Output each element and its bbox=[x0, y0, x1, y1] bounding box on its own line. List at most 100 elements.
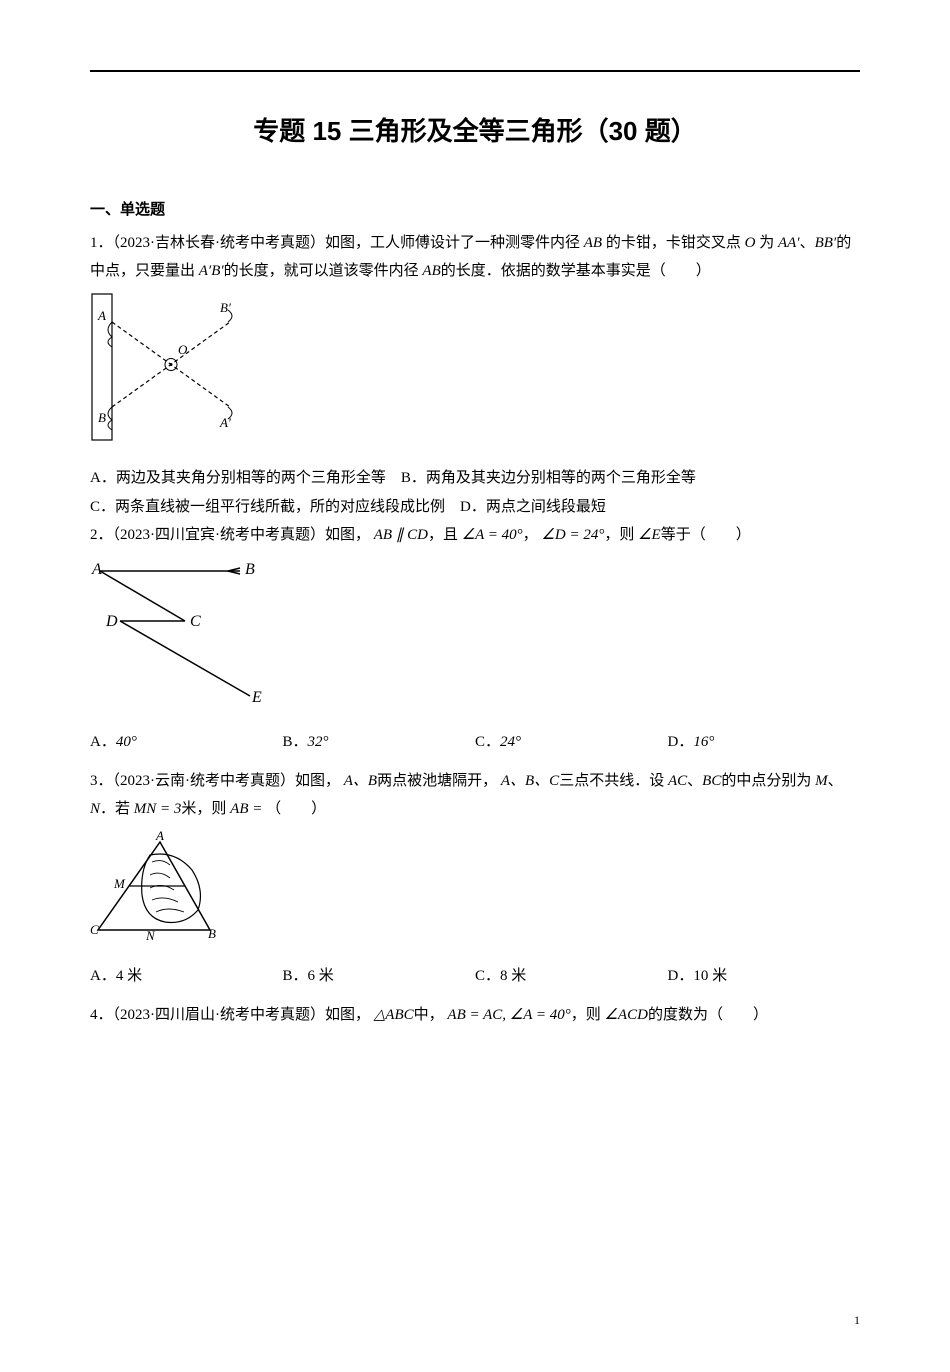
q2-label-a: A bbox=[91, 561, 102, 578]
q3-label-m: M bbox=[113, 876, 126, 891]
q2-number: 2． bbox=[90, 527, 113, 543]
q1-text-a: （2023·吉林长春·统考中考真题）如图，工人师傅设计了一种测零件内径 bbox=[113, 235, 581, 251]
q2-line-de bbox=[120, 621, 250, 696]
q3-tail: （ ） bbox=[266, 801, 326, 817]
q4-text-b: 中， bbox=[414, 1007, 444, 1023]
q1-label-a: A bbox=[97, 308, 106, 323]
q1-label-b: B bbox=[98, 410, 106, 425]
q3-optB: B．6 米 bbox=[283, 962, 476, 991]
q2-figure-svg: A B C D E bbox=[90, 556, 270, 706]
q2-optA-label: A． bbox=[90, 734, 116, 750]
q1-ab2: AB bbox=[422, 263, 440, 279]
q2-label-e: E bbox=[251, 689, 262, 706]
q3-label-b: B bbox=[208, 926, 216, 940]
q1-figure-svg: A B B′ A′ O bbox=[90, 292, 240, 442]
q3-text: 3．（2023·云南·统考中考真题）如图， A、B两点被池塘隔开， A、B、C三… bbox=[90, 767, 860, 824]
q2-angA: ∠A = 40° bbox=[462, 527, 523, 543]
q2-text-d: 等于（ ） bbox=[661, 527, 751, 543]
q2-optA-val: 40° bbox=[116, 734, 137, 750]
q3-ab: AB = bbox=[230, 801, 266, 817]
q1-o: O bbox=[745, 235, 756, 251]
page-title: 专题 15 三角形及全等三角形（30 题） bbox=[90, 107, 860, 156]
q3-text-a: （2023·云南·统考中考真题）如图， bbox=[113, 773, 341, 789]
q3-mn: MN = 3 bbox=[134, 801, 182, 817]
q3-text-b: 两点被池塘隔开， bbox=[377, 773, 497, 789]
q3-abc: A、B、C bbox=[501, 773, 559, 789]
q1-text-e: 的长度，就可以道该零件内径 bbox=[224, 263, 419, 279]
q3-optD: D．10 米 bbox=[668, 962, 861, 991]
q4-tri: △ABC bbox=[374, 1007, 414, 1023]
q3-sep1: 、 bbox=[687, 773, 702, 789]
q1-optD: D．两点之间线段最短 bbox=[460, 499, 606, 515]
q1-text: 1．（2023·吉林长春·统考中考真题）如图，工人师傅设计了一种测零件内径 AB… bbox=[90, 229, 860, 286]
q3-label-a: A bbox=[155, 830, 164, 843]
top-rule bbox=[90, 70, 860, 72]
q3-text-c: 三点不共线．设 bbox=[559, 773, 664, 789]
q4-text-c: ，则 bbox=[571, 1007, 601, 1023]
q1-label-ap: A′ bbox=[219, 415, 231, 430]
q3-figure-svg: A B C M N bbox=[90, 830, 240, 940]
q2-optD-val: 16° bbox=[693, 734, 714, 750]
q2-figure: A B C D E bbox=[90, 556, 860, 717]
q2-optD-label: D． bbox=[668, 734, 694, 750]
q1-optC: C．两条直线被一组平行线所截，所的对应线段成比例 bbox=[90, 499, 445, 515]
q2-optC-label: C． bbox=[475, 734, 500, 750]
q2-angE: ∠E bbox=[638, 527, 661, 543]
q3-bc: BC bbox=[702, 773, 721, 789]
q4-ang: ∠ACD bbox=[604, 1007, 647, 1023]
q1-aa: AA′ bbox=[778, 235, 800, 251]
q1-optB: B．两角及其夹边分别相等的两个三角形全等 bbox=[401, 470, 696, 486]
q1-label-o: O bbox=[178, 342, 188, 357]
q1-text-b: 的卡钳，卡钳交叉点 bbox=[606, 235, 741, 251]
q1-text-f: 的长度．依据的数学基本事实是（ ） bbox=[441, 263, 711, 279]
q3-label-n: N bbox=[145, 928, 156, 940]
q1-ab: AB bbox=[584, 235, 602, 251]
q2-options: A．40° B．32° C．24° D．16° bbox=[90, 728, 860, 757]
q3-unit: 米，则 bbox=[181, 801, 226, 817]
q3-optA: A．4 米 bbox=[90, 962, 283, 991]
q3-figure: A B C M N bbox=[90, 830, 860, 951]
q3-m: M bbox=[815, 773, 828, 789]
q4-text: 4．（2023·四川眉山·统考中考真题）如图， △ABC中， AB = AC, … bbox=[90, 1001, 860, 1030]
q2-optB-label: B． bbox=[283, 734, 308, 750]
page-footer: 1 bbox=[90, 1309, 860, 1332]
q1-sep: 、 bbox=[800, 235, 815, 251]
q1-number: 1． bbox=[90, 235, 113, 251]
q4-text-d: 的度数为（ ） bbox=[648, 1007, 768, 1023]
q3-text-d: 的中点分别为 bbox=[721, 773, 811, 789]
q3-n: N bbox=[90, 801, 100, 817]
q1-optA: A．两边及其夹角分别相等的两个三角形全等 bbox=[90, 470, 386, 486]
q4-text-a: （2023·四川眉山·统考中考真题）如图， bbox=[113, 1007, 371, 1023]
q2-text-a: （2023·四川宜宾·统考中考真题）如图， bbox=[113, 527, 371, 543]
q2-sep1: ， bbox=[523, 527, 538, 543]
q2-text-c: ，则 bbox=[604, 527, 634, 543]
q4-cond: AB = AC, ∠A = 40° bbox=[447, 1007, 570, 1023]
q3-label-c: C bbox=[90, 922, 99, 937]
q1-label-bp: B′ bbox=[220, 300, 231, 315]
q1-options: A．两边及其夹角分别相等的两个三角形全等 B．两角及其夹边分别相等的两个三角形全… bbox=[90, 464, 860, 521]
q2-label-c: C bbox=[190, 613, 201, 630]
q2-optC-val: 24° bbox=[500, 734, 521, 750]
section-heading: 一、单选题 bbox=[90, 196, 860, 225]
q2-label-b: B bbox=[245, 561, 255, 578]
q2-rel: AB ∥ CD bbox=[374, 527, 428, 543]
q3-apb: A、B bbox=[344, 773, 377, 789]
q2-text-b: ，且 bbox=[428, 527, 458, 543]
q1-point-o-dot bbox=[170, 363, 173, 366]
q3-number: 3． bbox=[90, 773, 113, 789]
page-number: 1 bbox=[854, 1313, 860, 1327]
q1-apbp: A′B′ bbox=[199, 263, 224, 279]
q1-text-c: 为 bbox=[759, 235, 774, 251]
q4-number: 4． bbox=[90, 1007, 113, 1023]
q2-label-d: D bbox=[105, 613, 118, 630]
q3-options: A．4 米 B．6 米 C．8 米 D．10 米 bbox=[90, 962, 860, 991]
q2-text: 2．（2023·四川宜宾·统考中考真题）如图， AB ∥ CD，且 ∠A = 4… bbox=[90, 521, 860, 550]
q1-bb: BB′ bbox=[815, 235, 837, 251]
q2-optB-val: 32° bbox=[308, 734, 329, 750]
q3-ac: AC bbox=[668, 773, 687, 789]
q1-figure: A B B′ A′ O bbox=[90, 292, 860, 453]
q3-text-e: ．若 bbox=[100, 801, 130, 817]
q3-optC: C．8 米 bbox=[475, 962, 668, 991]
q3-sep2: 、 bbox=[828, 773, 843, 789]
q2-angD: ∠D = 24° bbox=[541, 527, 604, 543]
